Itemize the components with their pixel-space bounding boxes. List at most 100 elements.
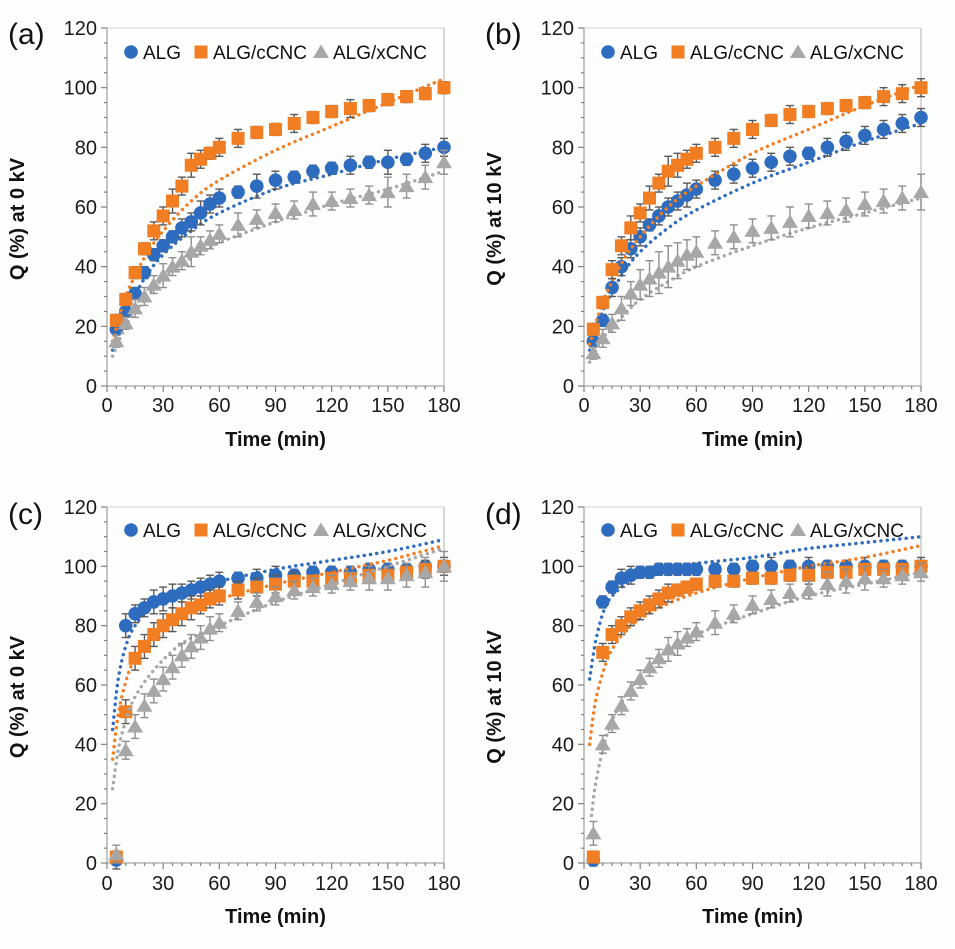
data-point-ALG-cCNC (727, 131, 741, 145)
data-point-ALG-cCNC (624, 221, 638, 235)
data-point-ALG-xCNC (164, 259, 181, 273)
data-point-ALG-xCNC (117, 315, 134, 330)
chart-d: 0 20 40 60 80 100 120 0 30 60 90 120 150 180 (d) Q (%) … (484, 497, 938, 928)
data-point-ALG-cCNC (137, 639, 151, 653)
data-point-ALG-xCNC (304, 196, 321, 211)
y-tick-label: 20 (75, 794, 97, 816)
x-axis-title: Time (min) (702, 906, 803, 928)
y-tick-label: 40 (75, 734, 97, 756)
legend-marker-triangle-icon (313, 44, 329, 58)
legend-label: ALG/xCNC (810, 521, 904, 542)
y-tick-label: 0 (563, 376, 574, 398)
y-tick-label: 60 (75, 197, 97, 219)
series-ALG-xCNC (585, 173, 929, 360)
data-point-ALG-xCNC (650, 650, 667, 665)
data-point-ALG-xCNC (688, 244, 705, 258)
x-tick-label: 0 (101, 873, 112, 895)
data-point-ALG-xCNC (342, 190, 359, 205)
data-point-ALG-xCNC (781, 214, 798, 228)
data-point-ALG-xCNC (183, 638, 200, 653)
x-tick-label: 120 (315, 873, 348, 895)
x-tick-label: 0 (578, 395, 589, 417)
fit-curve-ALG (110, 145, 446, 352)
legend-label: ALG (143, 43, 181, 64)
legend: ALG ALG/cCNC ALG/xCNC (124, 521, 427, 542)
data-point-ALG (362, 155, 376, 170)
data-point-ALG-cCNC (231, 131, 245, 145)
x-tick-label: 30 (629, 873, 651, 895)
y-tick-label: 120 (64, 18, 97, 40)
data-point-ALG-xCNC (707, 235, 724, 249)
series-ALG (109, 559, 451, 870)
data-point-ALG (231, 185, 245, 199)
y-tick-label: 120 (541, 18, 574, 40)
y-tick-label: 40 (552, 734, 574, 756)
data-point-ALG-cCNC (418, 87, 432, 101)
x-tick-label: 30 (152, 395, 174, 417)
legend-label: ALG/xCNC (333, 43, 427, 64)
data-point-ALG (764, 559, 779, 574)
y-tick-label: 60 (552, 675, 574, 697)
legend-marker-triangle-icon (313, 522, 329, 536)
data-point-ALG-cCNC (119, 705, 133, 719)
data-point-ALG-xCNC (660, 259, 677, 273)
y-tick-label: 100 (64, 78, 97, 100)
y-tick-label: 40 (75, 257, 97, 279)
data-point-ALG-xCNC (632, 671, 649, 686)
data-point-ALG-cCNC (689, 577, 703, 591)
legend: ALG ALG/cCNC ALG/xCNC (601, 521, 904, 542)
data-point-ALG-xCNC (875, 193, 892, 208)
data-point-ALG (726, 167, 741, 181)
data-point-ALG (745, 559, 760, 574)
data-point-ALG-xCNC (173, 253, 190, 267)
data-point-ALG-cCNC (802, 568, 816, 582)
y-tick-label: 40 (552, 257, 574, 279)
data-point-ALG-xCNC (145, 277, 162, 291)
data-point-ALG-cCNC (596, 295, 610, 309)
series-ALG-xCNC (108, 550, 452, 864)
x-tick-label: 90 (264, 873, 286, 895)
data-point-ALG (689, 562, 704, 577)
data-point-ALG-xCNC (641, 659, 658, 674)
data-point-ALG-xCNC (379, 184, 396, 199)
data-point-ALG-xCNC (669, 635, 686, 650)
panel-c: 0 20 40 60 80 100 120 0 30 60 90 120 150 180 (c) Q (%) … (0, 470, 477, 949)
series-ALG-cCNC (586, 78, 928, 336)
data-point-ALG-cCNC (250, 580, 264, 594)
y-tick-label: 80 (552, 137, 574, 159)
y-tick-label: 80 (75, 137, 97, 159)
data-point-ALG-cCNC (802, 105, 816, 119)
y-axis-title: Q (%) at 0 kV (7, 157, 29, 280)
legend-label: ALG/cCNC (690, 43, 784, 64)
data-point-ALG (343, 158, 358, 173)
data-point-ALG-xCNC (913, 184, 929, 199)
data-point-ALG-xCNC (622, 683, 639, 697)
data-point-ALG (745, 161, 760, 176)
y-tick-label: 80 (552, 616, 574, 638)
data-point-ALG-xCNC (192, 630, 209, 644)
y-tick-label: 0 (563, 853, 574, 875)
data-point-ALG-xCNC (688, 624, 705, 638)
series-ALG (586, 107, 928, 349)
y-tick-label: 100 (541, 78, 574, 100)
data-point-ALG (193, 206, 208, 220)
data-point-ALG-xCNC (398, 178, 415, 193)
data-point-ALG (726, 562, 741, 577)
data-point-ALG-cCNC (250, 125, 264, 139)
data-point-ALG-xCNC (641, 271, 658, 285)
data-point-ALG (652, 562, 666, 577)
panel-letter: (a) (8, 18, 45, 51)
data-point-ALG-xCNC (613, 300, 630, 315)
data-point-ALG-xCNC (342, 573, 359, 588)
data-point-ALG (708, 173, 722, 187)
data-point-ALG-xCNC (155, 671, 172, 686)
data-point-ALG-xCNC (155, 268, 172, 282)
data-point-ALG-xCNC (248, 594, 265, 608)
data-point-ALG-xCNC (622, 286, 639, 300)
chart-a: 0 20 40 60 80 100 120 0 30 60 90 120 150 180 (a) Q (%) … (7, 18, 461, 451)
y-axis-title: Q (%) at 10 kV (484, 152, 506, 286)
data-point-ALG-xCNC (108, 846, 125, 861)
data-point-ALG-xCNC (211, 615, 228, 629)
legend-label: ALG/xCNC (810, 43, 904, 64)
data-point-ALG-cCNC (727, 574, 741, 588)
